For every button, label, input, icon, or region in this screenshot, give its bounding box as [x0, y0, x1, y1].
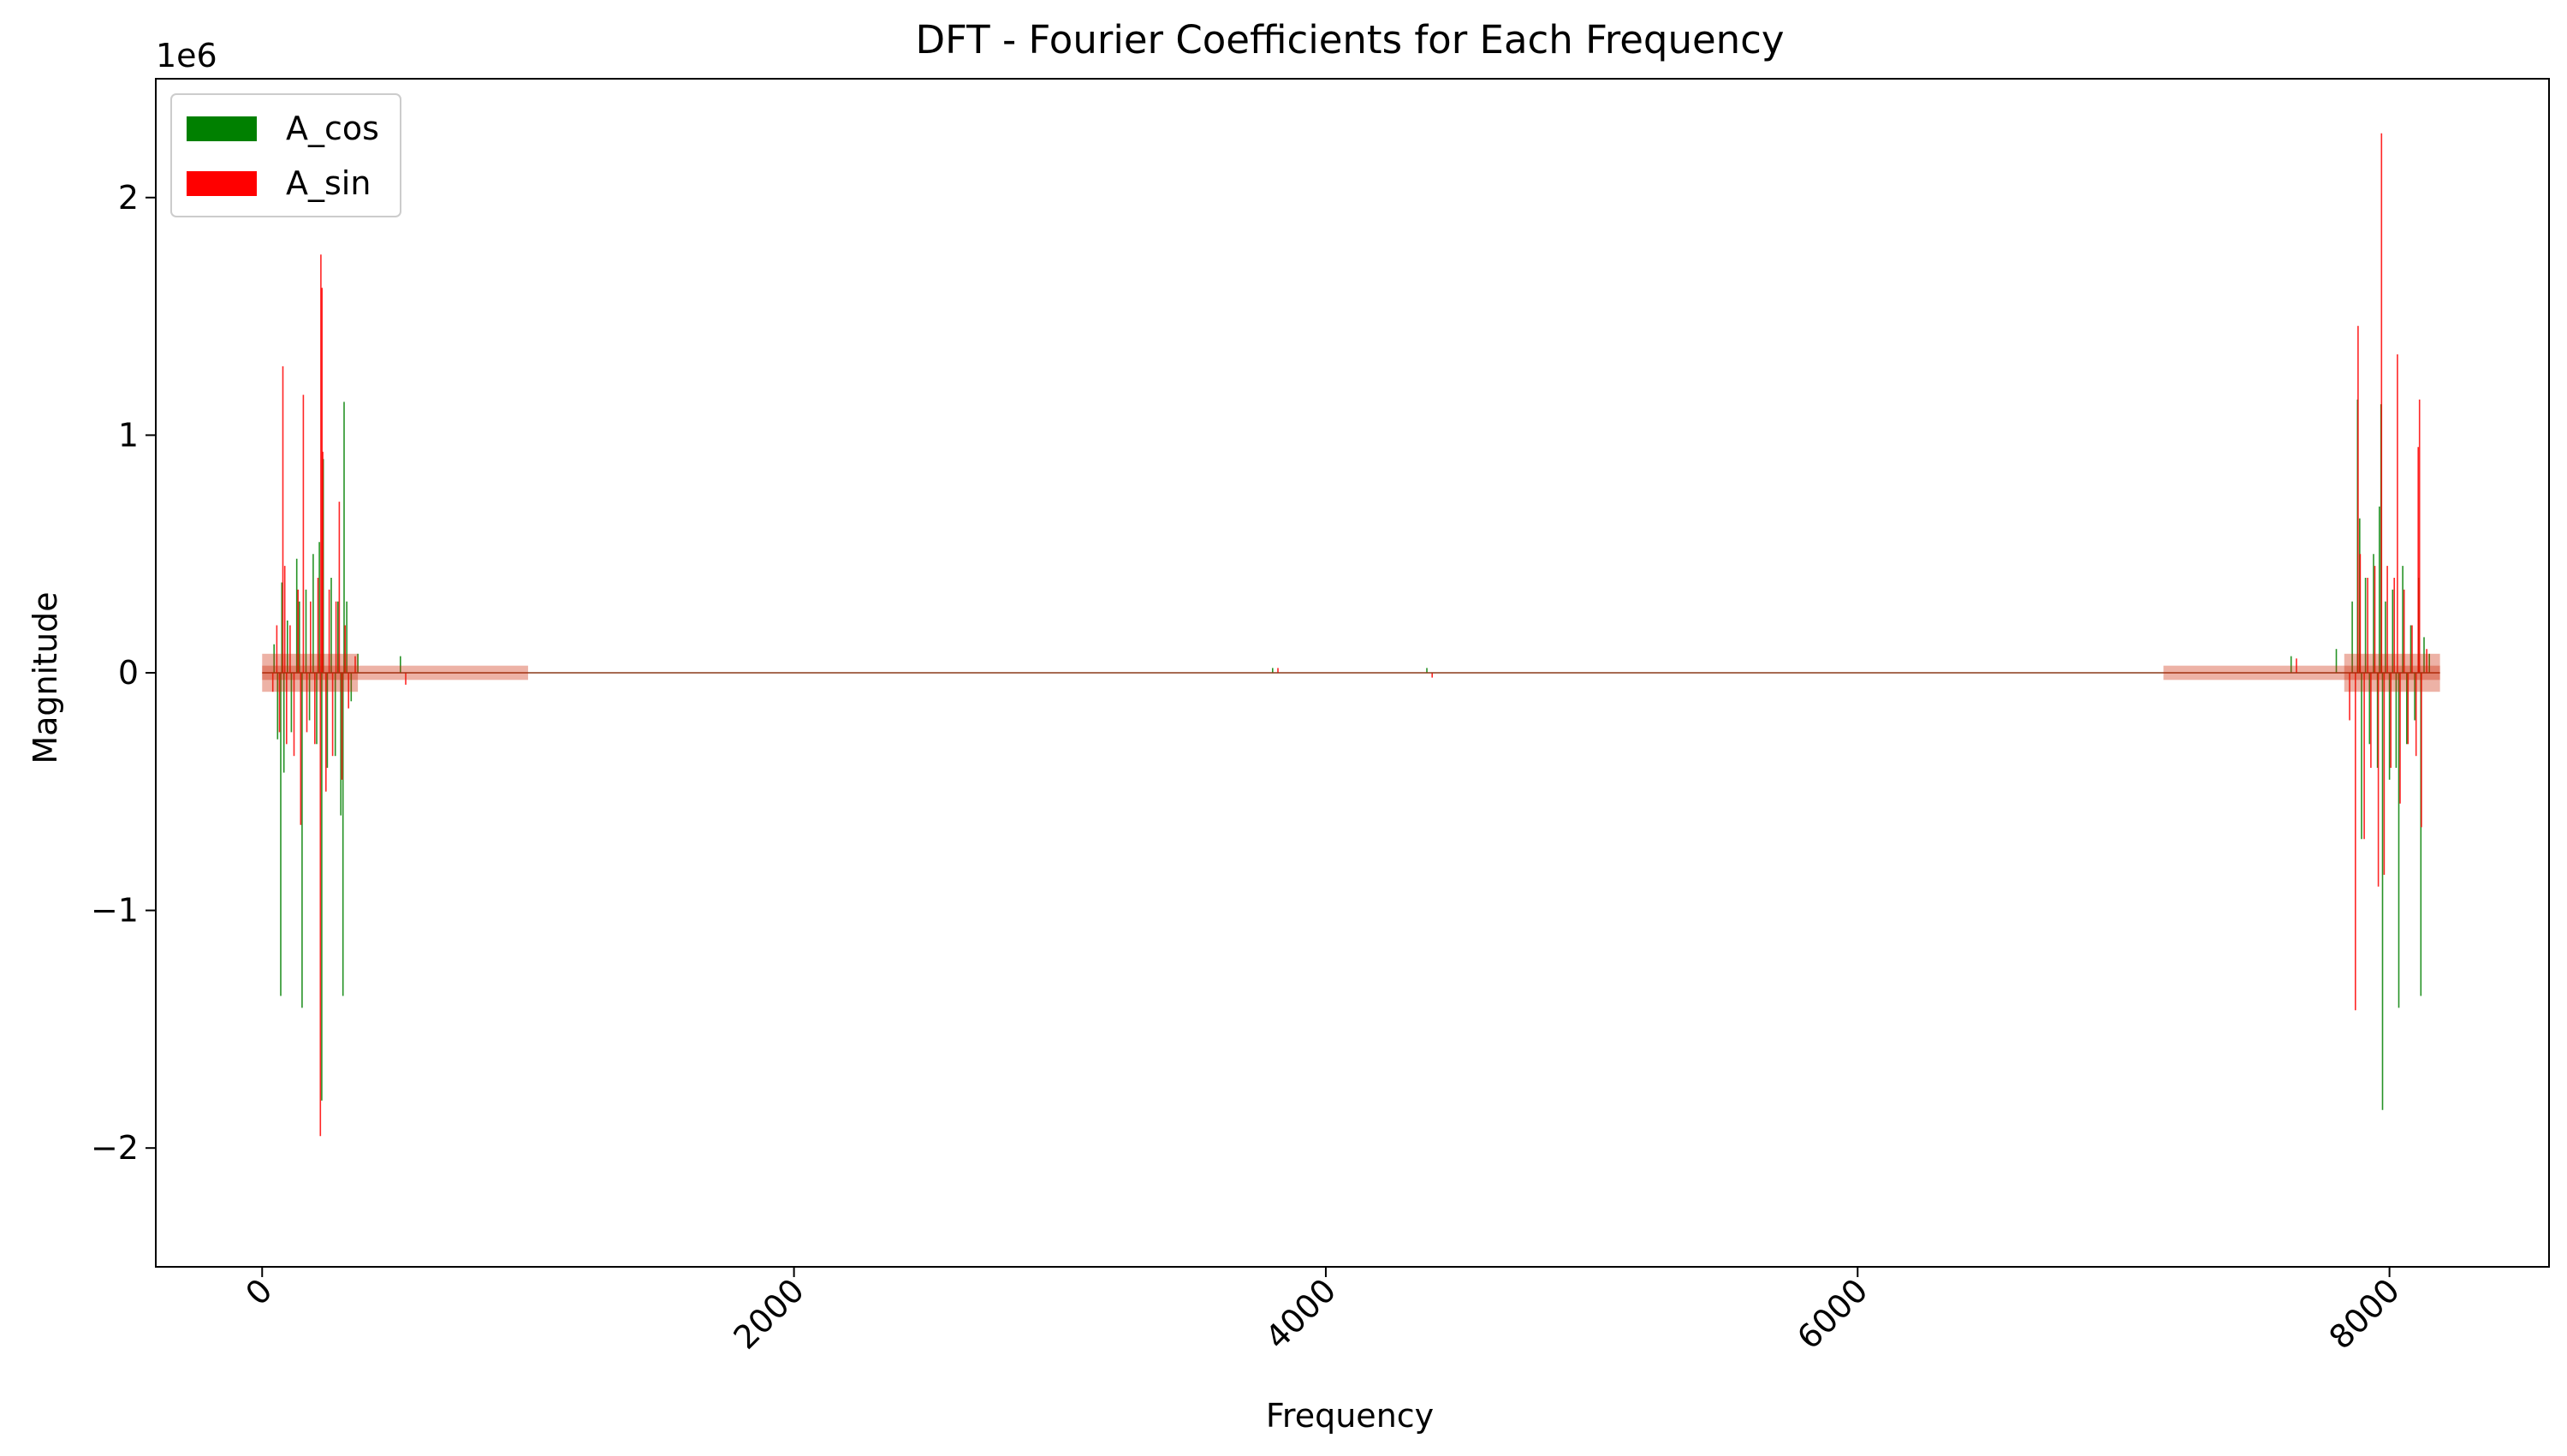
noise-band-3 — [2344, 653, 2440, 692]
y-tick-label: −1 — [91, 892, 139, 930]
y-tick-label: 2 — [118, 179, 139, 217]
chart-title: DFT - Fourier Coefficients for Each Freq… — [915, 17, 1784, 62]
y-axis-ticks: −2 −1 0 1 2 — [91, 179, 156, 1167]
series-a-cos — [273, 399, 2430, 1110]
legend-swatch-a-sin — [187, 171, 257, 196]
noise-band-1 — [2163, 665, 2440, 680]
y-axis-offset-label: 1e6 — [156, 37, 217, 74]
legend-swatch-a-cos — [187, 116, 257, 141]
noise-band-0 — [262, 665, 528, 680]
series-a-sin — [271, 133, 2427, 1137]
y-tick-label: 0 — [118, 654, 139, 692]
plot-area — [262, 133, 2440, 1137]
y-tick-label: −2 — [91, 1129, 139, 1167]
legend-label-a-sin: A_sin — [286, 164, 371, 202]
noise-band-2 — [262, 653, 359, 692]
x-axis-label: Frequency — [1266, 1397, 1434, 1435]
y-axis-label: Magnitude — [27, 591, 64, 764]
baseline-noise — [262, 653, 2440, 692]
legend-label-a-cos: A_cos — [286, 110, 379, 147]
y-tick-label: 1 — [118, 416, 139, 454]
legend: A_cos A_sin — [170, 93, 401, 217]
